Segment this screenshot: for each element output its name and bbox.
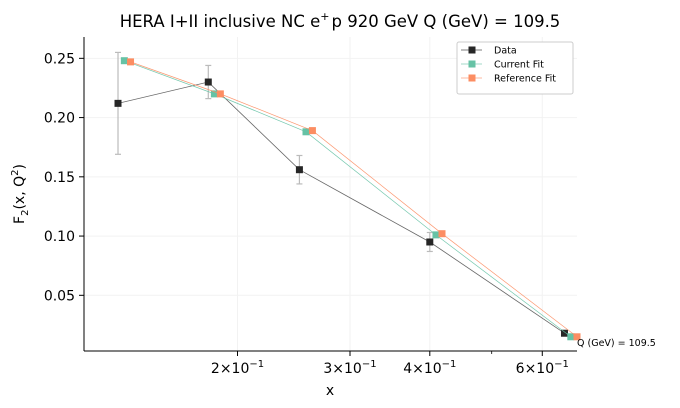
y-label-b: (x, Q — [12, 176, 28, 210]
chart-title: HERA I+II inclusive NC e+ p 920 GeV Q (Ge… — [120, 10, 561, 31]
series-reference-fit — [127, 58, 581, 341]
x-axis-ticks: 2×10−1 3×10−1 4×10−1 6×10−1 — [211, 351, 569, 377]
data-point — [567, 333, 575, 341]
data-point — [216, 90, 224, 98]
y-tick-label: 0.20 — [44, 111, 75, 127]
data-point — [210, 90, 218, 98]
y-label-sup: 2 — [10, 169, 21, 175]
data-point — [438, 230, 446, 238]
legend-label: Current Fit — [494, 60, 544, 71]
y-label-c: ) — [12, 164, 28, 169]
data-point — [432, 231, 440, 239]
plot-area — [114, 51, 581, 341]
y-tick-label: 0.15 — [44, 170, 75, 186]
title-part-2: p 920 GeV Q (GeV) = 109.5 — [332, 12, 561, 31]
data-point — [127, 58, 135, 66]
y-label-a: F — [12, 216, 28, 224]
series-current-fit — [120, 57, 575, 341]
q-annotation: Q (GeV) = 109.5 — [577, 338, 656, 349]
data-point — [560, 329, 568, 337]
legend-label: Data — [494, 46, 517, 57]
data-point — [426, 238, 434, 246]
legend-marker — [468, 60, 476, 68]
title-part-1: HERA I+II inclusive NC e — [120, 12, 321, 31]
series-data — [114, 51, 568, 337]
title-superscript: + — [320, 10, 329, 23]
x-tick-label: 2×10−1 — [211, 359, 264, 377]
y-axis-label: F2(x, Q2) — [10, 164, 31, 224]
legend-marker — [468, 74, 476, 82]
data-point — [114, 99, 122, 107]
x-tick-label: 4×10−1 — [403, 359, 456, 377]
data-point — [308, 127, 316, 135]
x-axis-label: x — [326, 383, 334, 399]
x-tick-label: 6×10−1 — [516, 359, 569, 377]
y-tick-label: 0.05 — [44, 288, 75, 304]
data-point — [120, 57, 128, 65]
y-tick-label: 0.25 — [44, 51, 75, 67]
data-point — [295, 166, 303, 174]
data-point — [302, 128, 310, 136]
y-tick-label: 0.10 — [44, 229, 75, 245]
y-axis-ticks: 0.05 0.10 0.15 0.20 0.25 — [44, 51, 84, 304]
legend-label: Reference Fit — [494, 74, 556, 85]
x-tick-label: 3×10−1 — [323, 359, 376, 377]
data-point — [204, 78, 212, 86]
legend-frame — [456, 41, 574, 95]
y-label-sub: 2 — [20, 210, 31, 216]
data-point — [573, 333, 581, 341]
legend-marker — [468, 46, 476, 54]
legend: Data Current Fit Reference Fit — [456, 41, 574, 95]
